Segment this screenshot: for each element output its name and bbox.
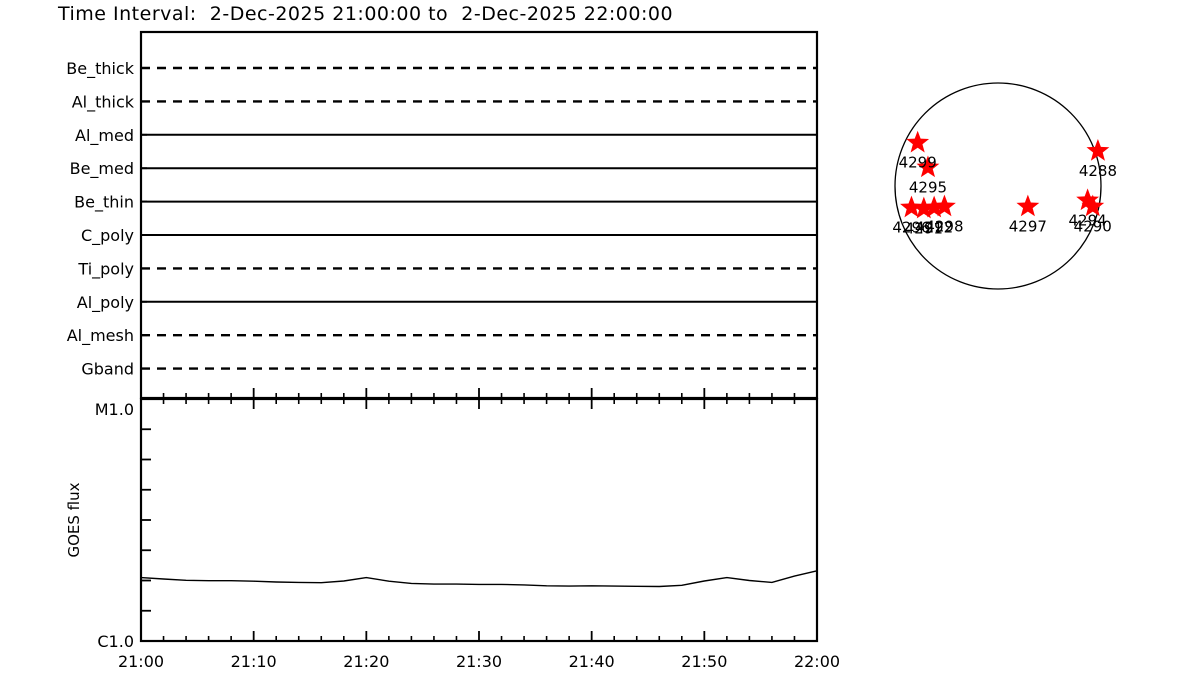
active-region-marker-4292[interactable] <box>922 195 946 218</box>
filter-panel-frame <box>139 30 819 400</box>
filter-label-be_thin: Be_thin <box>74 193 134 213</box>
filter-label-c_poly: C_poly <box>81 226 134 246</box>
flux-xtick-label-2100: 21:00 <box>118 652 164 671</box>
page-title: Time Interval: 2-Dec-2025 21:00:00 to 2-… <box>58 3 674 25</box>
flux-xtick-label-2120: 21:20 <box>343 652 389 671</box>
filter-panel: Be_thick Al_thick Al_med Be_med Be_thin C_pol… <box>66 30 819 400</box>
active-region-marker-4288[interactable] <box>1086 138 1110 161</box>
flux-xtick-label-2140: 21:40 <box>569 652 615 671</box>
flux-xtick-label-2150: 21:50 <box>681 652 727 671</box>
filter-label-be_med: Be_med <box>70 159 134 179</box>
filter-label-al_mesh: Al_mesh <box>67 326 134 346</box>
active-region-label-4297: 4297 <box>1009 218 1047 236</box>
active-region-label-4288: 4288 <box>1079 162 1117 180</box>
filter-lines-group <box>141 66 817 370</box>
goes-flux-curve <box>140 570 818 588</box>
active-region-marker-4299[interactable] <box>906 130 930 153</box>
flux-xtick-label-2200: 22:00 <box>794 652 840 671</box>
solar-limb-circle <box>894 82 1102 290</box>
active-region-markers-group <box>900 130 1110 219</box>
flux-panel: M1.0 C1.0 GOES flux 21:00 21:10 21:20 21:30… <box>65 397 840 671</box>
flux-xtick-label-2130: 21:30 <box>456 652 502 671</box>
active-region-marker-4296[interactable] <box>900 195 923 218</box>
active-region-label-4295: 4295 <box>909 178 947 196</box>
filter-label-al_thick: Al_thick <box>72 92 135 112</box>
active-region-marker-4298[interactable] <box>933 194 956 217</box>
flux-panel-frame <box>139 397 819 643</box>
active-region-marker-4290[interactable] <box>1081 194 1105 217</box>
flux-xtick-labels-group: 21:00 21:10 21:20 21:30 21:40 21:50 22:00 <box>118 652 840 671</box>
active-region-marker-4291[interactable] <box>912 196 936 219</box>
filter-label-ti_poly: Ti_poly <box>77 259 134 279</box>
active-region-label-4292: 4292 <box>915 219 953 237</box>
filter-label-al_med: Al_med <box>75 126 134 146</box>
flux-panel-bottom-ticks <box>140 631 818 641</box>
filter-panel-bottom-ticks <box>140 388 818 398</box>
flux-panel-top-ticks <box>140 399 818 409</box>
active-region-label-4294: 4294 <box>1069 211 1107 229</box>
flux-ytick-bottom-label: C1.0 <box>97 632 134 651</box>
active-region-label-4298: 4298 <box>925 218 963 236</box>
flux-ytick-top-label: M1.0 <box>95 400 134 419</box>
active-region-label-4290: 4290 <box>1074 218 1112 236</box>
flux-panel-left-ticks <box>141 398 151 642</box>
active-region-label-4296: 4296 <box>892 219 930 237</box>
filter-label-be_thick: Be_thick <box>66 59 134 79</box>
flux-yaxis-title: GOES flux <box>65 482 83 557</box>
active-region-label-4291: 4291 <box>905 220 943 238</box>
filter-label-al_poly: Al_poly <box>77 293 134 313</box>
active-region-marker-4295[interactable] <box>916 155 940 178</box>
active-region-label-4299: 4299 <box>899 154 937 172</box>
active-region-marker-4297[interactable] <box>1016 194 1040 217</box>
active-region-marker-4294[interactable] <box>1076 188 1100 211</box>
filter-label-gband: Gband <box>81 360 134 379</box>
filter-labels-group: Be_thick Al_thick Al_med Be_med Be_thin C_pol… <box>66 59 134 379</box>
flux-xtick-label-2110: 21:10 <box>231 652 277 671</box>
